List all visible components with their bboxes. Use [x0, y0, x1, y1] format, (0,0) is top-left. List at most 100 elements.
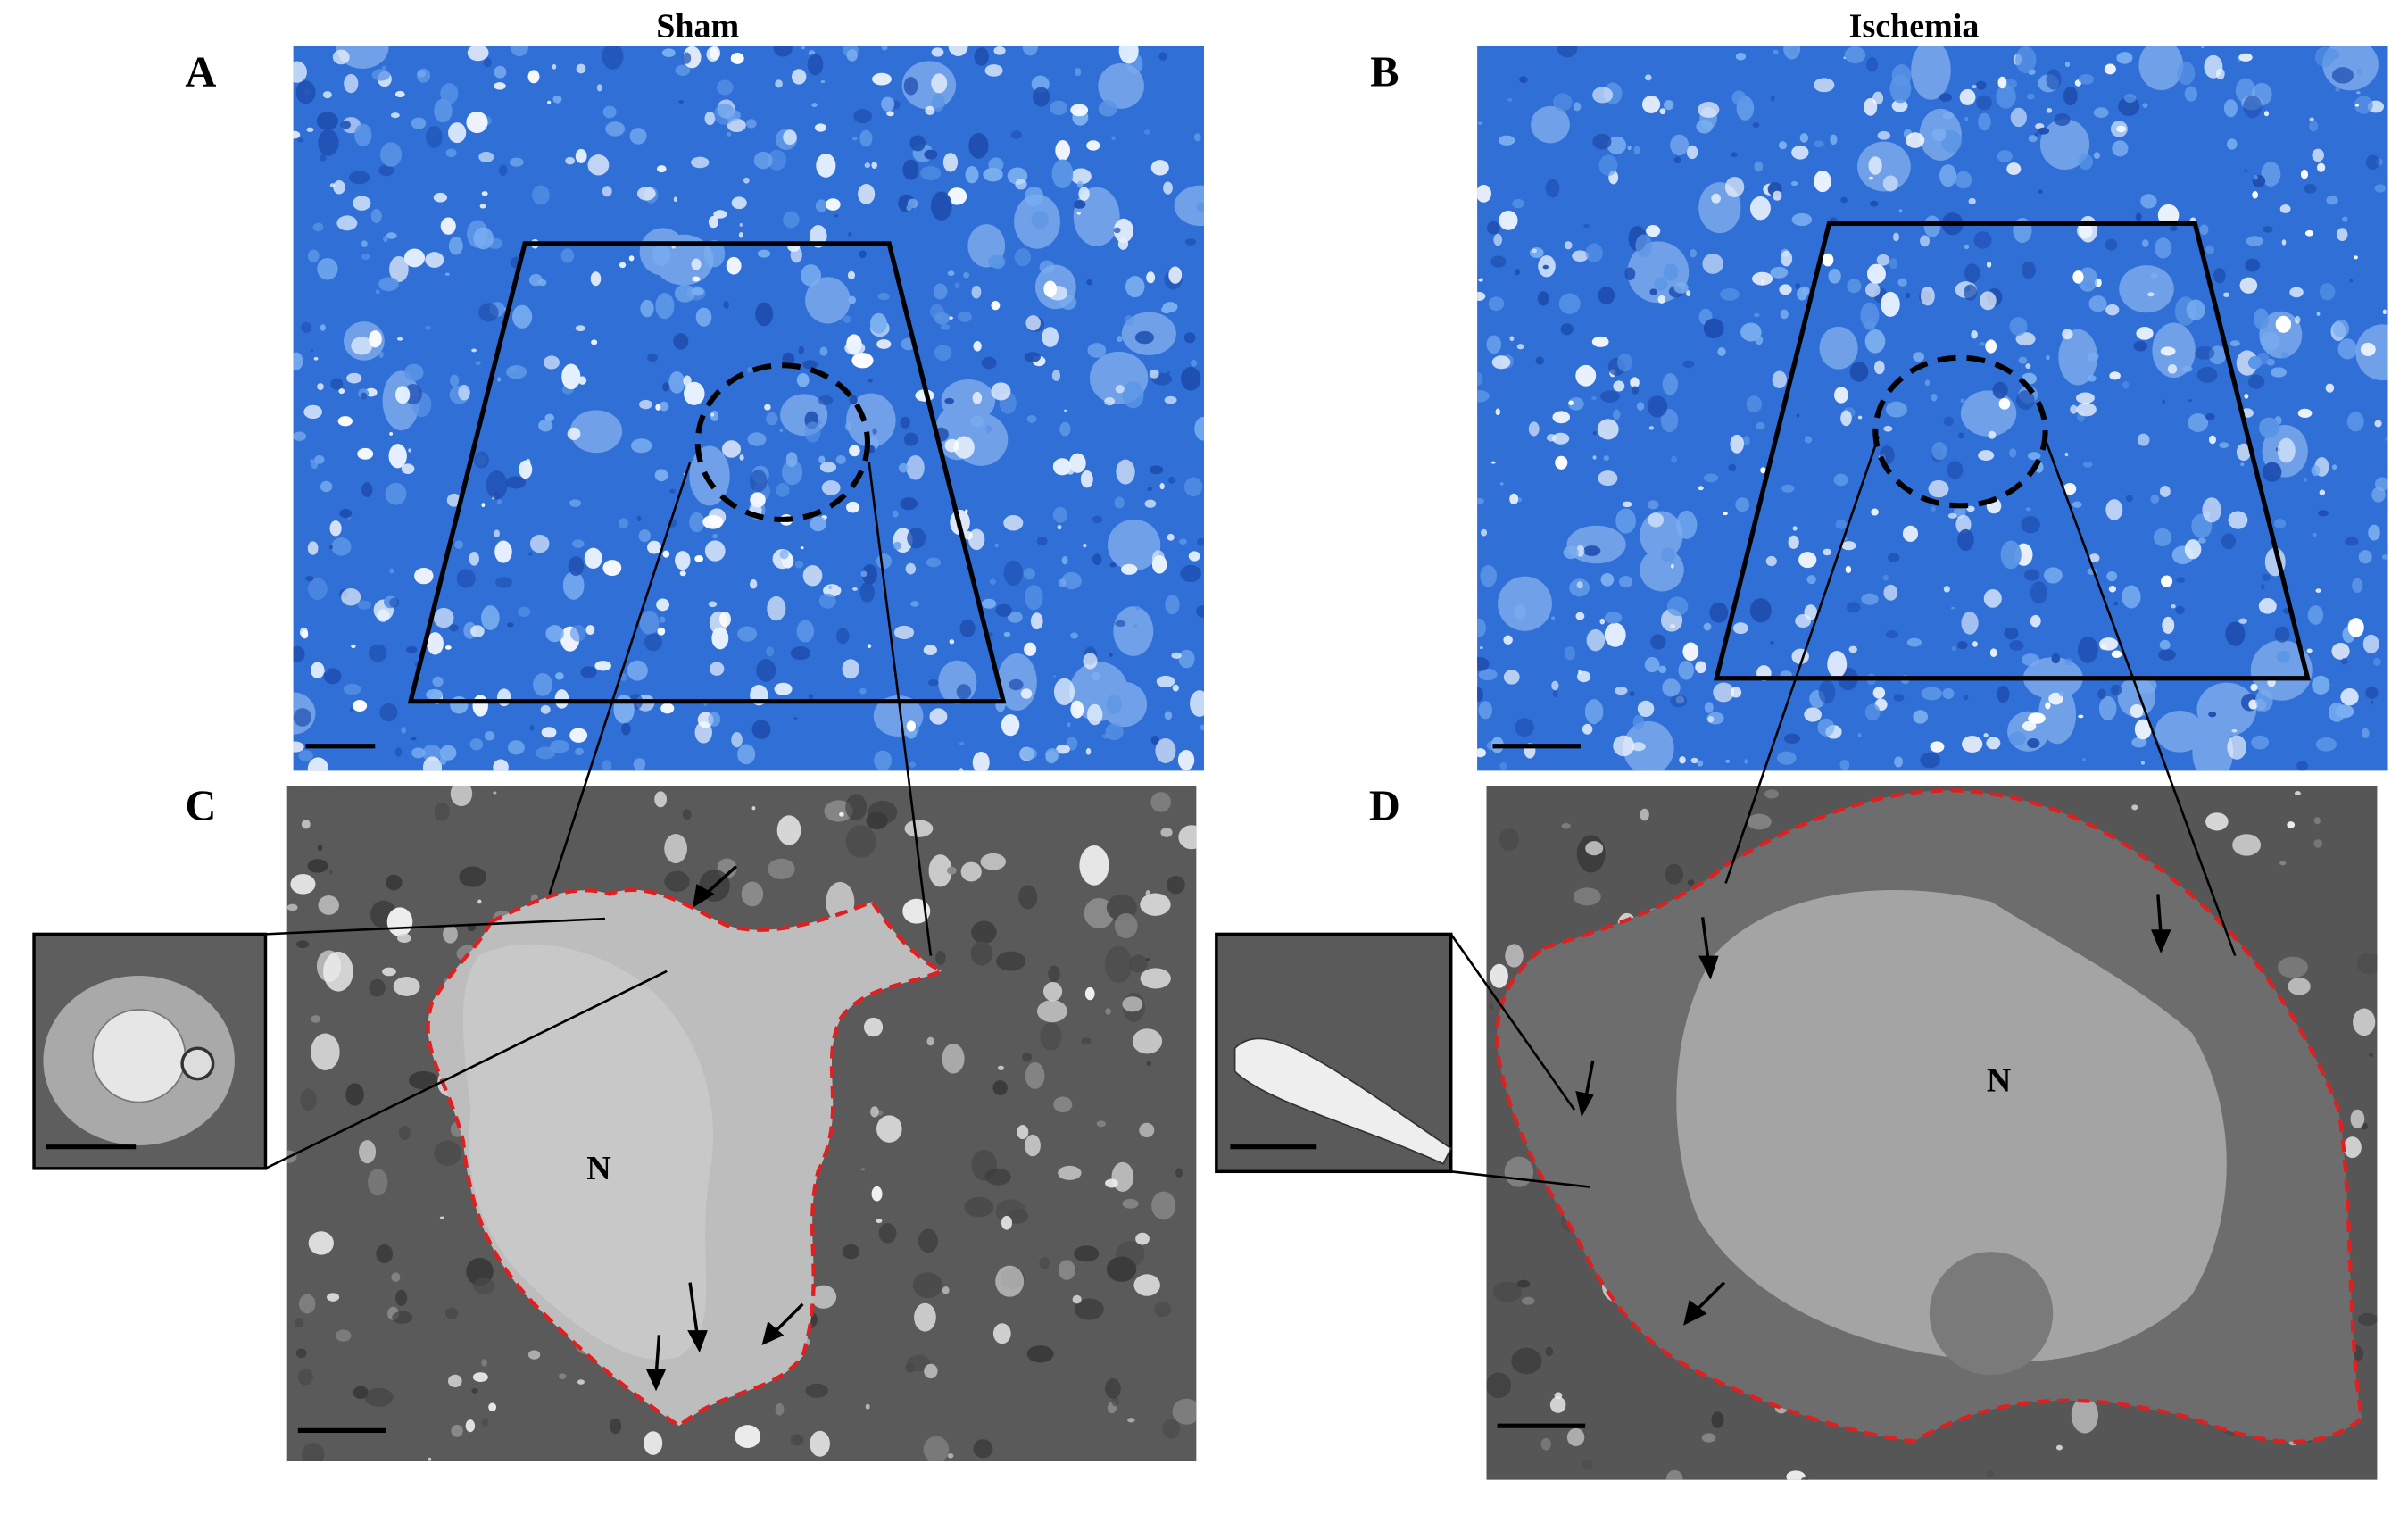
- texture-spot: [1818, 680, 1836, 704]
- texture-spot: [1010, 130, 1022, 139]
- texture-spot: [942, 1043, 965, 1074]
- texture-spot: [2304, 229, 2314, 237]
- texture-spot: [2199, 224, 2209, 236]
- texture-spot: [536, 746, 556, 760]
- column-title: Ischemia: [1849, 7, 1980, 45]
- texture-spot: [1575, 364, 1597, 387]
- texture-spot: [2046, 69, 2062, 90]
- texture-spot: [2276, 650, 2290, 663]
- texture-spot: [1106, 1256, 1137, 1282]
- panel-label: B: [1370, 49, 1399, 96]
- texture-spot: [1905, 292, 1911, 299]
- texture-spot: [2062, 329, 2073, 340]
- texture-spot: [519, 460, 533, 479]
- texture-spot: [2208, 435, 2216, 445]
- texture-spot: [819, 462, 837, 473]
- texture-spot: [1512, 198, 1524, 209]
- texture-spot: [2263, 111, 2270, 117]
- texture-spot: [545, 625, 564, 643]
- texture-spot: [403, 248, 426, 268]
- texture-spot: [1087, 703, 1103, 726]
- texture-spot: [974, 47, 989, 66]
- texture-spot: [859, 129, 873, 147]
- texture-spot: [1545, 179, 1560, 198]
- texture-spot: [751, 806, 756, 811]
- texture-spot: [1115, 620, 1126, 628]
- texture-spot: [785, 452, 798, 468]
- texture-spot: [2064, 658, 2073, 666]
- texture-spot: [1165, 595, 1180, 615]
- texture-spot: [1196, 604, 1204, 618]
- texture-spot: [552, 63, 557, 70]
- texture-spot: [1673, 282, 1689, 294]
- texture-spot: [1636, 402, 1645, 411]
- texture-spot: [299, 1294, 316, 1314]
- texture-spot: [1742, 436, 1750, 446]
- texture-spot: [1059, 421, 1071, 437]
- texture-spot: [1930, 741, 1945, 753]
- texture-spot: [1665, 863, 1683, 885]
- texture-spot: [682, 52, 692, 64]
- texture-spot: [928, 854, 952, 887]
- texture-spot: [848, 295, 857, 304]
- texture-spot: [956, 684, 972, 700]
- texture-spot: [914, 1302, 936, 1332]
- light-micrograph: [1477, 46, 2388, 771]
- texture-spot: [764, 404, 771, 411]
- texture-spot: [1891, 64, 1912, 87]
- texture-spot: [924, 149, 938, 160]
- texture-spot: [750, 578, 758, 589]
- texture-spot: [1575, 612, 1585, 620]
- texture-spot: [739, 454, 744, 461]
- texture-spot: [1882, 175, 1898, 192]
- texture-spot: [2038, 127, 2050, 135]
- texture-spot: [1781, 484, 1795, 493]
- texture-spot: [2133, 340, 2147, 352]
- connector-lines: [264, 436, 2237, 1188]
- texture-spot: [297, 1368, 313, 1386]
- texture-spot: [963, 271, 969, 279]
- texture-spot: [1067, 722, 1071, 728]
- texture-spot: [569, 728, 588, 743]
- texture-spot: [1573, 102, 1582, 112]
- texture-spot: [2331, 643, 2350, 660]
- texture-spot: [706, 46, 719, 62]
- cell-soma: [2039, 119, 2090, 171]
- texture-spot: [1479, 646, 1483, 650]
- texture-spot: [1833, 473, 1848, 487]
- texture-spot: [757, 249, 771, 258]
- texture-spot: [1649, 288, 1657, 295]
- texture-spot: [659, 401, 669, 412]
- texture-spot: [1478, 278, 1483, 282]
- texture-spot: [1654, 277, 1668, 291]
- texture-spot: [401, 463, 415, 474]
- texture-spot: [2030, 614, 2041, 628]
- texture-spot: [723, 301, 730, 309]
- texture-spot: [2009, 317, 2028, 336]
- texture-spot: [876, 1115, 902, 1143]
- texture-spot: [1844, 46, 1866, 64]
- texture-spot: [1997, 686, 2010, 703]
- texture-spot: [1546, 434, 1557, 442]
- texture-spot: [1514, 603, 1527, 620]
- texture-spot: [2202, 497, 2221, 523]
- texture-spot: [2045, 702, 2051, 710]
- texture-spot: [341, 588, 361, 606]
- texture-spot: [1624, 267, 1636, 280]
- texture-spot: [853, 109, 872, 124]
- texture-spot: [2088, 553, 2100, 563]
- texture-spot: [393, 977, 420, 996]
- texture-spot: [1786, 1470, 1806, 1480]
- texture-spot: [357, 600, 371, 610]
- texture-spot: [2263, 462, 2282, 482]
- texture-spot: [1764, 789, 1780, 799]
- texture-spot: [1707, 716, 1715, 723]
- texture-spot: [369, 978, 386, 997]
- cell-soma: [1107, 519, 1161, 571]
- texture-spot: [353, 1386, 369, 1400]
- texture-spot: [1723, 512, 1728, 516]
- texture-spot: [293, 352, 303, 370]
- texture-spot: [1676, 510, 1698, 539]
- texture-spot: [314, 454, 325, 464]
- texture-spot: [1585, 243, 1603, 263]
